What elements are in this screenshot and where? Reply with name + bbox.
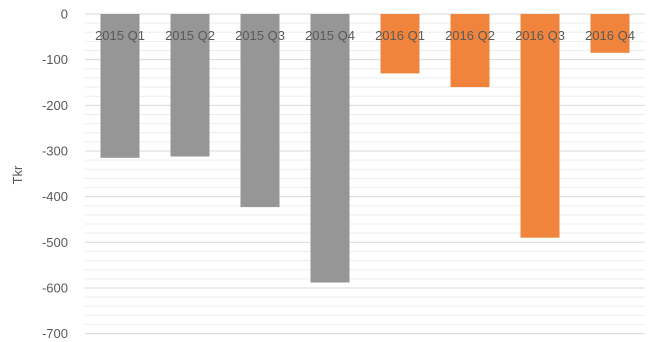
- y-axis-title: Tkr: [10, 165, 25, 184]
- y-tick-label: 0: [61, 7, 68, 22]
- bars: [100, 14, 630, 283]
- category-label: 2015 Q2: [165, 28, 215, 43]
- y-tick-label: -100: [42, 52, 68, 67]
- y-tick-label: -300: [42, 143, 68, 158]
- bar: [590, 14, 630, 53]
- y-tick-label: -700: [42, 326, 68, 341]
- category-labels: 2015 Q1 2015 Q2 2015 Q3 2015 Q4 2016 Q1 2016 …: [95, 28, 635, 43]
- category-label: 2016 Q1: [375, 28, 425, 43]
- y-axis-tick-labels: 0 -100 -200 -300 -400 -500 -600 -700: [42, 7, 68, 342]
- category-label: 2016 Q4: [585, 28, 635, 43]
- bar: [380, 14, 420, 74]
- category-label: 2016 Q3: [515, 28, 565, 43]
- category-label: 2015 Q4: [305, 28, 355, 43]
- y-tick-label: -200: [42, 98, 68, 113]
- y-tick-label: -500: [42, 235, 68, 250]
- category-label: 2016 Q2: [445, 28, 495, 43]
- category-label: 2015 Q1: [95, 28, 145, 43]
- category-label: 2015 Q3: [235, 28, 285, 43]
- y-tick-label: -400: [42, 189, 68, 204]
- bar: [240, 14, 280, 208]
- gridlines: [85, 13, 645, 335]
- bar: [170, 14, 210, 157]
- bar: [520, 14, 560, 238]
- bar: [450, 14, 490, 88]
- bar: [100, 14, 140, 158]
- bar: [310, 14, 350, 283]
- y-tick-label: -600: [42, 280, 68, 295]
